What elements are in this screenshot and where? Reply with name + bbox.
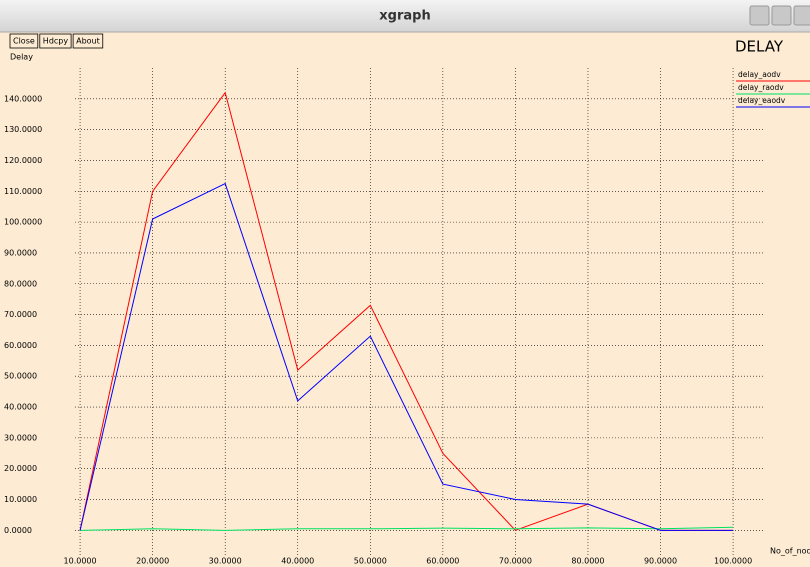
x-tick-label: 10.0000 bbox=[64, 557, 97, 566]
x-tick-label: 50.0000 bbox=[354, 557, 387, 566]
toolbar-button[interactable] bbox=[9, 33, 39, 49]
y-tick-label: 10.0000 bbox=[4, 495, 37, 504]
y-tick-label: 120.0000 bbox=[4, 156, 42, 165]
x-tick-label: 60.0000 bbox=[426, 557, 459, 566]
toolbar-button[interactable] bbox=[39, 33, 72, 49]
maximize-button[interactable] bbox=[771, 5, 792, 26]
y-tick-label: 130.0000 bbox=[4, 125, 42, 134]
x-tick-label: 40.0000 bbox=[281, 557, 314, 566]
y-tick-label: 140.0000 bbox=[4, 94, 42, 103]
y-tick-label: 60.0000 bbox=[4, 341, 37, 350]
legend-label: delay_aodv bbox=[738, 70, 781, 79]
y-tick-label: 90.0000 bbox=[4, 248, 37, 257]
button-label: Hdcpy bbox=[43, 37, 69, 46]
y-tick-label: 50.0000 bbox=[4, 372, 37, 381]
legend-label: delay_raodv bbox=[738, 83, 784, 92]
series-line bbox=[80, 526, 734, 531]
y-tick-label: 30.0000 bbox=[4, 433, 37, 442]
y-tick-label: 80.0000 bbox=[4, 279, 37, 288]
y-axis-label: Delay bbox=[10, 53, 33, 62]
button-label: Close bbox=[13, 37, 35, 46]
x-tick-label: 80.0000 bbox=[571, 557, 604, 566]
toolbar-button[interactable] bbox=[72, 33, 104, 49]
x-tick-label: 70.0000 bbox=[499, 557, 532, 566]
x-tick-label: 90.0000 bbox=[644, 557, 677, 566]
y-tick-label: 100.0000 bbox=[4, 218, 42, 227]
x-axis-label: No_of_nodes bbox=[770, 547, 810, 556]
x-tick-label: 30.0000 bbox=[209, 557, 242, 566]
chart-title: DELAY bbox=[735, 38, 784, 56]
y-tick-label: 20.0000 bbox=[4, 464, 37, 473]
series-line bbox=[79, 182, 734, 531]
x-tick-label: 100.0000 bbox=[714, 557, 752, 566]
minimize-button[interactable] bbox=[749, 5, 770, 26]
y-tick-label: 110.0000 bbox=[4, 187, 42, 196]
y-tick-label: 0.0000 bbox=[4, 526, 32, 535]
title-bar bbox=[0, 0, 810, 32]
legend-label: delay_eaodv bbox=[738, 96, 786, 105]
x-tick-label: 20.0000 bbox=[136, 557, 169, 566]
window-title: xgraph bbox=[379, 9, 430, 24]
y-tick-label: 70.0000 bbox=[4, 310, 37, 319]
close-window-button[interactable] bbox=[793, 5, 810, 26]
button-label: About bbox=[76, 37, 100, 46]
y-tick-label: 40.0000 bbox=[4, 403, 37, 412]
canvas bbox=[0, 32, 810, 567]
